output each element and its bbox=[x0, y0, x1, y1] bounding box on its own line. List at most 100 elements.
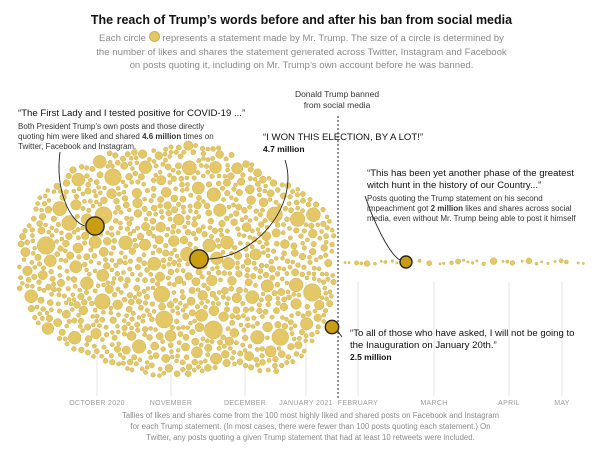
statement-circle bbox=[148, 355, 154, 360]
statement-circle bbox=[131, 228, 137, 234]
statement-circle bbox=[101, 310, 106, 315]
statement-circle bbox=[245, 290, 260, 304]
statement-circle bbox=[191, 220, 198, 228]
x-tick-label: FEBRUARY bbox=[338, 400, 378, 407]
statement-circle bbox=[216, 243, 222, 249]
statement-circle bbox=[244, 273, 250, 279]
statement-circle bbox=[146, 334, 153, 341]
statement-circle bbox=[168, 235, 180, 247]
statement-circle bbox=[258, 221, 265, 228]
statement-circle bbox=[171, 206, 179, 214]
statement-circle bbox=[324, 271, 329, 277]
won-quote: “I WON THIS ELECTION, BY A LOT!” bbox=[263, 132, 424, 143]
statement-circle bbox=[109, 267, 115, 273]
statement-circle bbox=[110, 330, 115, 335]
statement-circle bbox=[155, 310, 173, 329]
statement-circle bbox=[84, 165, 90, 171]
statement-circle bbox=[108, 251, 114, 256]
statement-circle bbox=[314, 300, 325, 311]
statement-circle bbox=[131, 149, 138, 156]
statement-circle bbox=[174, 358, 179, 364]
statement-circle bbox=[121, 270, 126, 275]
statement-circle bbox=[265, 253, 271, 259]
statement-circle bbox=[199, 274, 205, 280]
statement-circle bbox=[158, 302, 166, 311]
statement-circle bbox=[37, 195, 43, 201]
statement-circle bbox=[37, 270, 48, 280]
statement-circle bbox=[178, 175, 185, 182]
statement-circle bbox=[133, 242, 139, 249]
statement-circle bbox=[108, 305, 114, 311]
statement-circle bbox=[184, 229, 192, 236]
statement-circle bbox=[195, 308, 208, 322]
statement-circle bbox=[205, 209, 213, 217]
statement-circle bbox=[216, 290, 222, 295]
statement-circle bbox=[151, 309, 157, 314]
statement-circle bbox=[267, 197, 273, 202]
statement-circle bbox=[180, 188, 185, 193]
statement-circle bbox=[161, 354, 171, 363]
statement-circle bbox=[176, 340, 182, 346]
statement-circle bbox=[75, 227, 81, 233]
statement-circle bbox=[93, 179, 100, 185]
statement-circle bbox=[77, 287, 82, 293]
statement-circle bbox=[274, 222, 281, 228]
statement-circle bbox=[211, 227, 218, 234]
statement-circle bbox=[320, 220, 327, 227]
statement-circle bbox=[76, 186, 82, 192]
statement-circle bbox=[241, 207, 248, 214]
statement-circle bbox=[142, 196, 147, 202]
statement-circle bbox=[44, 254, 57, 267]
statement-circle bbox=[152, 352, 160, 359]
statement-circle bbox=[78, 164, 85, 170]
statement-circle bbox=[84, 323, 92, 331]
statement-circle bbox=[525, 257, 533, 265]
statement-circle bbox=[309, 338, 315, 344]
annotation-covid: “The First Lady and I tested positive fo… bbox=[18, 108, 258, 152]
statement-circle bbox=[188, 192, 194, 198]
statement-circle bbox=[291, 336, 297, 342]
statement-circle bbox=[264, 345, 277, 358]
statement-circle bbox=[145, 286, 151, 291]
statement-circle bbox=[209, 234, 214, 239]
statement-circle bbox=[323, 239, 329, 245]
statement-circle bbox=[110, 280, 116, 286]
statement-circle bbox=[121, 331, 127, 337]
statement-circle bbox=[215, 180, 222, 187]
statement-circle bbox=[104, 284, 114, 294]
statement-circle bbox=[72, 242, 84, 254]
statement-circle bbox=[138, 160, 152, 174]
statement-circle bbox=[164, 232, 170, 238]
statement-circle bbox=[74, 214, 80, 219]
statement-circle bbox=[125, 305, 133, 313]
witch-desc-stat: 2 million bbox=[430, 204, 464, 213]
statement-circle bbox=[115, 324, 120, 329]
statement-circle bbox=[171, 259, 178, 266]
statement-circle bbox=[188, 320, 193, 326]
statement-circle bbox=[124, 277, 131, 284]
highlighted-statement-circle bbox=[85, 216, 105, 236]
statement-circle bbox=[185, 182, 190, 187]
statement-circle bbox=[300, 191, 306, 197]
statement-circle bbox=[291, 292, 297, 297]
statement-circle bbox=[180, 268, 186, 274]
statement-circle bbox=[172, 247, 177, 253]
statement-circle bbox=[132, 237, 138, 243]
inauguration-quote: “To all of those who have asked, I will … bbox=[350, 328, 575, 351]
statement-circle bbox=[481, 261, 486, 266]
statement-circle bbox=[119, 250, 124, 256]
statement-circle bbox=[191, 277, 201, 287]
statement-circle bbox=[176, 201, 182, 207]
statement-circle bbox=[262, 188, 268, 194]
statement-circle bbox=[205, 169, 211, 175]
statement-circle bbox=[141, 313, 146, 319]
statement-circle bbox=[147, 157, 152, 162]
statement-circle bbox=[55, 221, 61, 228]
statement-circle bbox=[359, 261, 364, 266]
statement-circle bbox=[236, 358, 244, 365]
highlighted-statement-circle bbox=[189, 249, 209, 269]
statement-circle bbox=[256, 307, 263, 315]
statement-circle bbox=[141, 252, 147, 258]
statement-circle bbox=[117, 352, 123, 358]
statement-circle bbox=[319, 295, 325, 300]
